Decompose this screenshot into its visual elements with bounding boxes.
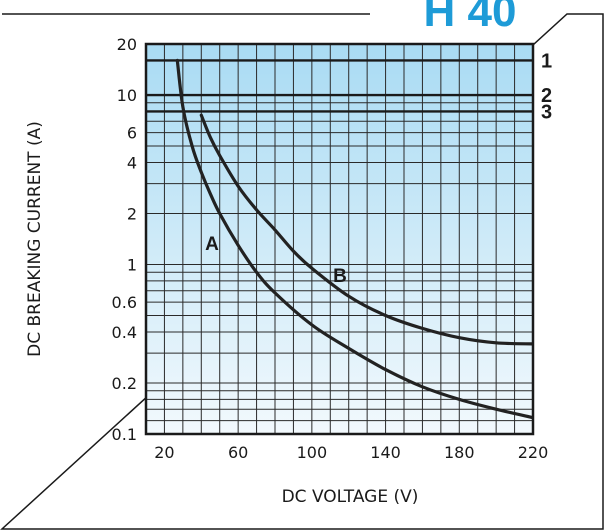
y-tick-label: 20 xyxy=(117,35,137,54)
x-tick-label: 100 xyxy=(297,443,328,462)
x-tick-labels: 20 60 100 140 180 220 xyxy=(154,443,548,462)
x-tick-label: 60 xyxy=(228,443,248,462)
reference-line-label-2: 2 xyxy=(541,85,552,107)
reference-lines: 1 23 xyxy=(146,50,552,123)
y-tick-label: 10 xyxy=(117,86,137,105)
y-tick-label: 0.1 xyxy=(112,425,137,444)
reference-line-label-1: 1 xyxy=(541,50,552,72)
x-tick-label: 20 xyxy=(154,443,174,462)
model-title: H 40 xyxy=(424,0,517,36)
curve-labels: AB xyxy=(205,234,347,287)
y-tick-label: 0.6 xyxy=(112,293,137,312)
y-tick-label: 0.4 xyxy=(112,323,137,342)
y-tick-labels: 0.1 0.2 0.4 0.6 1 2 4 6 10 20 xyxy=(112,35,137,444)
y-axis-title: DC BREAKING CURRENT (A) xyxy=(25,121,45,357)
x-tick-label: 220 xyxy=(518,443,549,462)
curve-label-A: A xyxy=(205,234,219,255)
curve-B xyxy=(199,113,533,346)
x-tick-label: 180 xyxy=(444,443,475,462)
curves xyxy=(175,58,533,420)
plot-border xyxy=(144,42,535,436)
reference-line-label-3: 3 xyxy=(541,101,552,123)
x-tick-label: 140 xyxy=(370,443,401,462)
x-axis-title: DC VOLTAGE (V) xyxy=(282,487,419,507)
curve-A xyxy=(175,58,533,420)
curve-label-B: B xyxy=(333,266,347,287)
y-tick-label: 4 xyxy=(127,153,137,172)
plot-area xyxy=(146,44,533,434)
y-tick-label: 1 xyxy=(127,256,137,275)
grid xyxy=(146,44,533,434)
y-tick-label: 2 xyxy=(127,204,137,223)
y-tick-label: 6 xyxy=(127,124,137,143)
y-tick-label: 0.2 xyxy=(112,374,137,393)
